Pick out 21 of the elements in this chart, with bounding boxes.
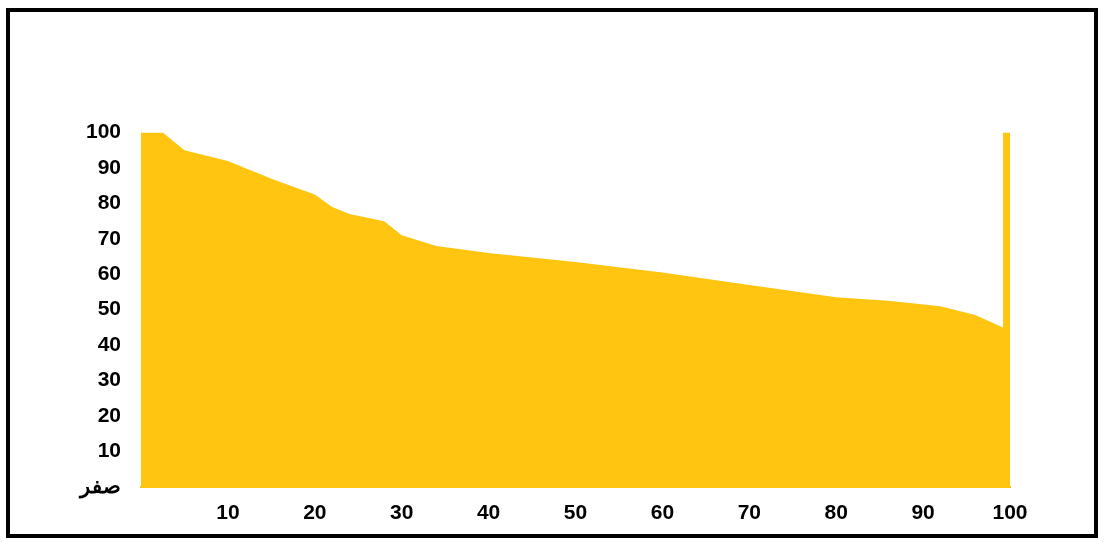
x-tick-label: 80 (824, 500, 848, 524)
y-tick-label: 10 (97, 438, 121, 462)
y-tick-label: 20 (97, 402, 121, 426)
y-tick-label: 50 (97, 296, 121, 320)
y-tick-label: 100 (85, 119, 121, 143)
y-tick-label: صفر (78, 473, 121, 499)
x-tick-label: 10 (216, 500, 240, 524)
y-tick-label: 90 (97, 154, 121, 178)
x-tick-label: 90 (911, 500, 935, 524)
x-tick-label: 20 (303, 500, 327, 524)
y-tick-label: 30 (97, 367, 121, 391)
y-tick-label: 70 (97, 225, 121, 249)
x-tick-label: 100 (992, 500, 1028, 524)
x-tick-label: 50 (563, 500, 588, 524)
y-tick-label: 40 (97, 331, 121, 355)
x-tick-label: 60 (650, 500, 675, 524)
x-tick-label: 30 (390, 500, 414, 524)
y-tick-label: 60 (97, 261, 121, 285)
x-tick-label: 40 (476, 500, 501, 524)
x-tick-label: 70 (737, 500, 761, 524)
y-tick-label: 80 (97, 190, 121, 214)
